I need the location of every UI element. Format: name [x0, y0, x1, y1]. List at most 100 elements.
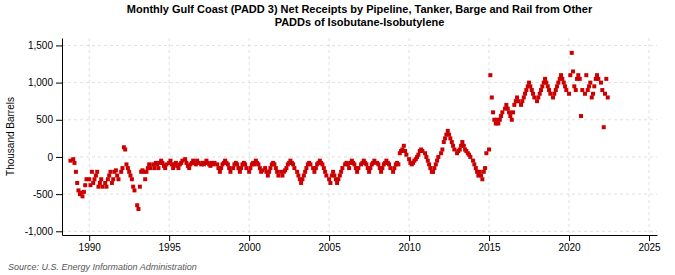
point: [532, 95, 536, 99]
point: [491, 110, 495, 114]
tick-mark: [56, 231, 62, 232]
point: [107, 174, 111, 178]
point: [591, 92, 595, 96]
tick-label: 0: [47, 152, 53, 163]
tick-mark: [249, 235, 250, 241]
grid-line: [649, 38, 650, 235]
point: [496, 121, 500, 125]
point: [292, 166, 296, 170]
point: [471, 159, 475, 163]
grid-line: [409, 38, 410, 235]
y-axis: -1,000-50005001,0001,500: [25, 39, 63, 237]
point: [504, 103, 508, 107]
point: [520, 99, 524, 103]
point: [339, 170, 343, 174]
point: [515, 95, 519, 99]
point: [219, 166, 223, 170]
point: [308, 162, 312, 166]
point: [508, 114, 512, 118]
point: [340, 166, 344, 170]
tick-label: 2020: [558, 242, 581, 253]
tick-label: 2005: [318, 242, 341, 253]
point: [123, 148, 127, 152]
point: [512, 103, 516, 107]
point: [427, 162, 431, 166]
point: [528, 84, 532, 88]
point: [183, 157, 187, 161]
point: [404, 153, 408, 157]
point: [235, 162, 239, 166]
grid-line: [62, 82, 657, 83]
point: [296, 174, 300, 178]
point: [87, 177, 91, 181]
point: [110, 181, 114, 185]
point: [596, 77, 600, 81]
point: [98, 181, 102, 185]
point: [535, 99, 539, 103]
point: [130, 177, 134, 181]
chart: 19901995200020052010201520202025-1,000-5…: [0, 0, 675, 275]
point: [604, 77, 608, 81]
point: [276, 174, 280, 178]
point: [106, 177, 110, 181]
point: [479, 174, 483, 178]
point: [119, 170, 123, 174]
point: [248, 166, 252, 170]
point: [247, 170, 251, 174]
point: [368, 166, 372, 170]
y-axis-title: Thousand Barrels: [5, 97, 16, 176]
point: [595, 73, 599, 77]
point: [574, 88, 578, 92]
tick: 1995: [159, 235, 182, 253]
point: [556, 81, 560, 85]
point: [367, 170, 371, 174]
tick-mark: [489, 235, 490, 241]
point: [431, 170, 435, 174]
point: [511, 110, 515, 114]
point: [402, 144, 406, 148]
point: [531, 92, 535, 96]
point: [332, 174, 336, 178]
point: [538, 92, 542, 96]
point: [482, 170, 486, 174]
tick: 2010: [398, 235, 421, 253]
point: [120, 166, 124, 170]
tick: -1,000: [25, 226, 62, 237]
point: [424, 155, 428, 159]
point: [263, 166, 267, 170]
points: [68, 51, 609, 211]
point: [578, 77, 582, 81]
point: [379, 170, 383, 174]
title-line: Monthly Gulf Coast (PADD 3) Net Receipts…: [127, 3, 593, 15]
point: [111, 177, 115, 181]
tick: 2025: [638, 235, 661, 253]
point: [136, 207, 140, 211]
point: [274, 166, 278, 170]
point: [426, 159, 430, 163]
point: [434, 162, 438, 166]
point: [564, 88, 568, 92]
tick: 2015: [478, 235, 501, 253]
point: [403, 149, 407, 153]
point: [100, 185, 104, 189]
point: [600, 88, 604, 92]
point: [396, 162, 400, 166]
point: [580, 88, 584, 92]
point: [238, 170, 242, 174]
point: [291, 162, 295, 166]
point: [215, 162, 219, 166]
point: [244, 166, 248, 170]
point: [590, 95, 594, 99]
point: [428, 166, 432, 170]
point: [323, 170, 327, 174]
point: [95, 170, 99, 174]
x-axis: 19901995200020052010201520202025: [63, 235, 662, 253]
point: [539, 88, 543, 92]
point: [460, 140, 464, 144]
point: [108, 170, 112, 174]
axis-line: [62, 39, 63, 236]
tick-label: 500: [36, 114, 53, 125]
tick-label: 1,500: [28, 40, 53, 51]
grid-line: [62, 119, 657, 120]
point: [280, 174, 284, 178]
